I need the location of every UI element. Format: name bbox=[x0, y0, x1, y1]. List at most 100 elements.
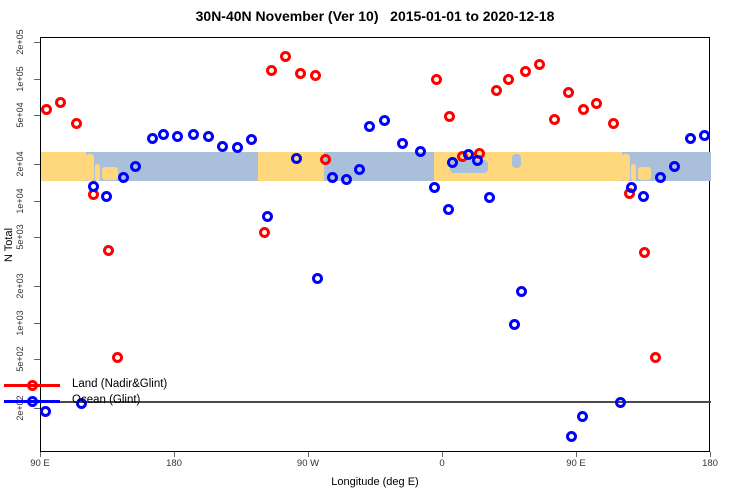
data-point bbox=[638, 247, 650, 259]
y-tick-label: 5e+03 bbox=[15, 224, 25, 251]
y-tick-label: 1e+05 bbox=[15, 66, 25, 92]
data-point bbox=[472, 154, 484, 166]
coast-land-patch bbox=[631, 163, 636, 182]
data-point bbox=[291, 152, 303, 164]
y-tick-label: 1e+03 bbox=[15, 310, 25, 336]
data-point bbox=[172, 131, 184, 143]
data-point bbox=[442, 203, 454, 215]
data-point bbox=[414, 146, 426, 158]
reference-line bbox=[41, 400, 711, 403]
data-point bbox=[614, 397, 626, 409]
data-point bbox=[490, 85, 502, 97]
data-point bbox=[607, 117, 619, 129]
page-title: 30N-40N November (Ver 10) 2015-01-01 to … bbox=[195, 8, 555, 24]
x-tick-label: 90 E bbox=[30, 458, 50, 469]
data-point bbox=[698, 130, 710, 142]
x-tick bbox=[442, 452, 443, 457]
data-point bbox=[203, 131, 215, 143]
data-point bbox=[577, 410, 589, 422]
data-point bbox=[578, 103, 590, 115]
y-tick bbox=[34, 237, 40, 239]
y-tick-label: 2e+05 bbox=[15, 29, 25, 55]
y-tick-label: 5e+04 bbox=[15, 102, 25, 129]
x-axis-title: Longitude (deg E) bbox=[331, 476, 419, 488]
x-tick-label: 180 bbox=[702, 458, 718, 469]
data-point bbox=[88, 181, 100, 193]
legend-label: Ocean (Glint) bbox=[72, 394, 141, 406]
data-point bbox=[320, 154, 332, 166]
data-point bbox=[312, 272, 324, 284]
y-tick bbox=[34, 200, 40, 202]
coast-land-patch bbox=[95, 163, 100, 182]
x-tick bbox=[576, 452, 577, 457]
data-point bbox=[363, 121, 375, 133]
data-point bbox=[295, 67, 307, 79]
data-point bbox=[217, 141, 229, 153]
data-point bbox=[428, 182, 440, 194]
coast-land-patch bbox=[621, 153, 630, 182]
y-tick bbox=[34, 115, 40, 117]
data-point bbox=[340, 174, 352, 186]
data-point bbox=[534, 58, 546, 70]
data-point bbox=[484, 192, 496, 204]
data-point bbox=[55, 97, 67, 109]
data-point bbox=[447, 156, 459, 168]
data-point bbox=[75, 398, 87, 410]
data-point bbox=[147, 133, 159, 145]
y-tick bbox=[34, 164, 40, 165]
data-point bbox=[462, 148, 474, 160]
data-point bbox=[130, 161, 142, 173]
coast-land-patch bbox=[102, 166, 119, 180]
plot-area bbox=[39, 37, 711, 452]
data-point bbox=[444, 111, 456, 123]
data-point bbox=[258, 227, 270, 239]
legend-label: Land (Nadir&Glint) bbox=[72, 378, 168, 390]
data-point bbox=[100, 190, 112, 202]
y-tick-label: 1e+04 bbox=[15, 188, 25, 214]
data-point bbox=[430, 74, 442, 86]
data-point bbox=[118, 172, 130, 184]
data-point bbox=[649, 352, 661, 364]
data-point bbox=[71, 118, 83, 130]
data-point bbox=[261, 211, 273, 223]
map-strip bbox=[41, 152, 711, 182]
data-point bbox=[563, 87, 575, 99]
data-point bbox=[503, 74, 515, 86]
data-point bbox=[265, 65, 277, 77]
data-point bbox=[246, 134, 258, 146]
y-tick bbox=[34, 78, 40, 80]
x-tick-label: 90 E bbox=[566, 458, 586, 469]
x-tick bbox=[40, 452, 41, 457]
y-tick-label: 2e+04 bbox=[15, 151, 25, 177]
data-point bbox=[102, 245, 114, 257]
data-point bbox=[508, 318, 520, 330]
x-tick bbox=[710, 452, 711, 457]
x-tick bbox=[174, 452, 175, 457]
data-point bbox=[326, 172, 338, 184]
data-point bbox=[232, 142, 244, 154]
data-point bbox=[187, 128, 199, 140]
data-point bbox=[397, 138, 409, 150]
data-point bbox=[310, 69, 322, 81]
data-point bbox=[684, 133, 696, 145]
y-axis-title: N Total bbox=[3, 227, 15, 263]
y-tick bbox=[34, 359, 40, 361]
sea-patch bbox=[512, 154, 522, 169]
data-point bbox=[549, 114, 561, 126]
land-segment bbox=[258, 152, 324, 182]
y-tick bbox=[34, 286, 40, 287]
data-point bbox=[626, 182, 638, 194]
data-point bbox=[39, 406, 51, 418]
y-tick bbox=[34, 408, 40, 409]
x-tick-label: 180 bbox=[166, 458, 182, 469]
land-segment bbox=[41, 152, 86, 182]
x-tick-label: 90 W bbox=[296, 458, 320, 469]
data-point bbox=[279, 50, 291, 62]
data-point bbox=[378, 115, 390, 127]
data-point bbox=[655, 172, 667, 184]
coast-land-patch bbox=[85, 153, 94, 182]
y-tick bbox=[34, 42, 40, 43]
y-tick-label: 2e+03 bbox=[15, 273, 25, 299]
x-tick-label: 0 bbox=[439, 458, 445, 469]
